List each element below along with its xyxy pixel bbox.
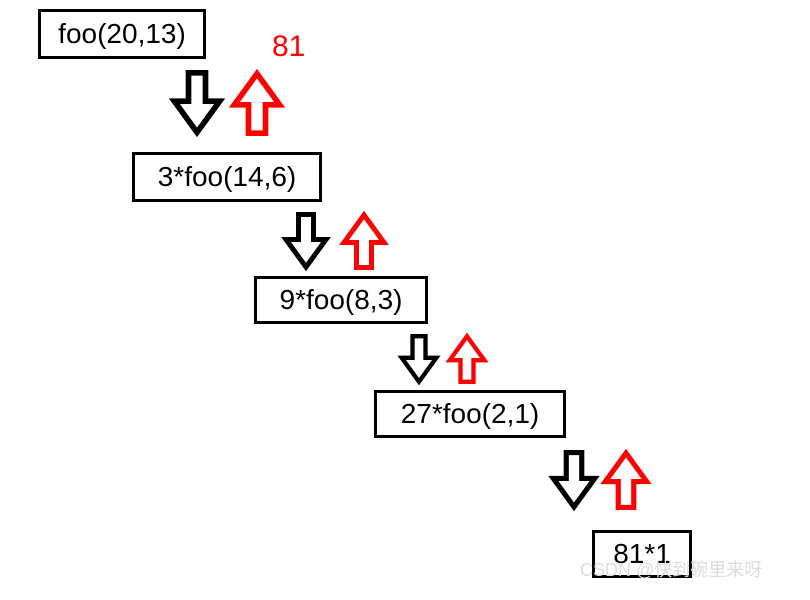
result-text: 81 [272,30,305,63]
watermark-text: CSDN @快到碗里来呀 [580,556,762,582]
return-arrow-up-icon [600,448,652,510]
node-label: 27*foo(2,1) [401,398,540,430]
recursion-node-0: foo(20,13) [38,9,206,59]
return-arrow-up-icon [228,68,286,136]
call-arrow-down-icon [168,70,226,138]
recursion-node-1: 3*foo(14,6) [132,152,322,202]
watermark-label: CSDN @快到碗里来呀 [580,560,762,580]
recursion-node-2: 9*foo(8,3) [254,276,428,324]
call-arrow-down-icon [280,212,332,272]
recursion-node-3: 27*foo(2,1) [374,390,566,438]
return-arrow-up-icon [338,210,390,270]
result-value: 81 [272,30,305,64]
call-arrow-down-icon [548,450,600,512]
call-arrow-down-icon [396,334,442,386]
node-label: 9*foo(8,3) [280,284,403,316]
node-label: 3*foo(14,6) [158,161,297,193]
return-arrow-up-icon [444,332,490,384]
node-label: foo(20,13) [58,18,186,50]
